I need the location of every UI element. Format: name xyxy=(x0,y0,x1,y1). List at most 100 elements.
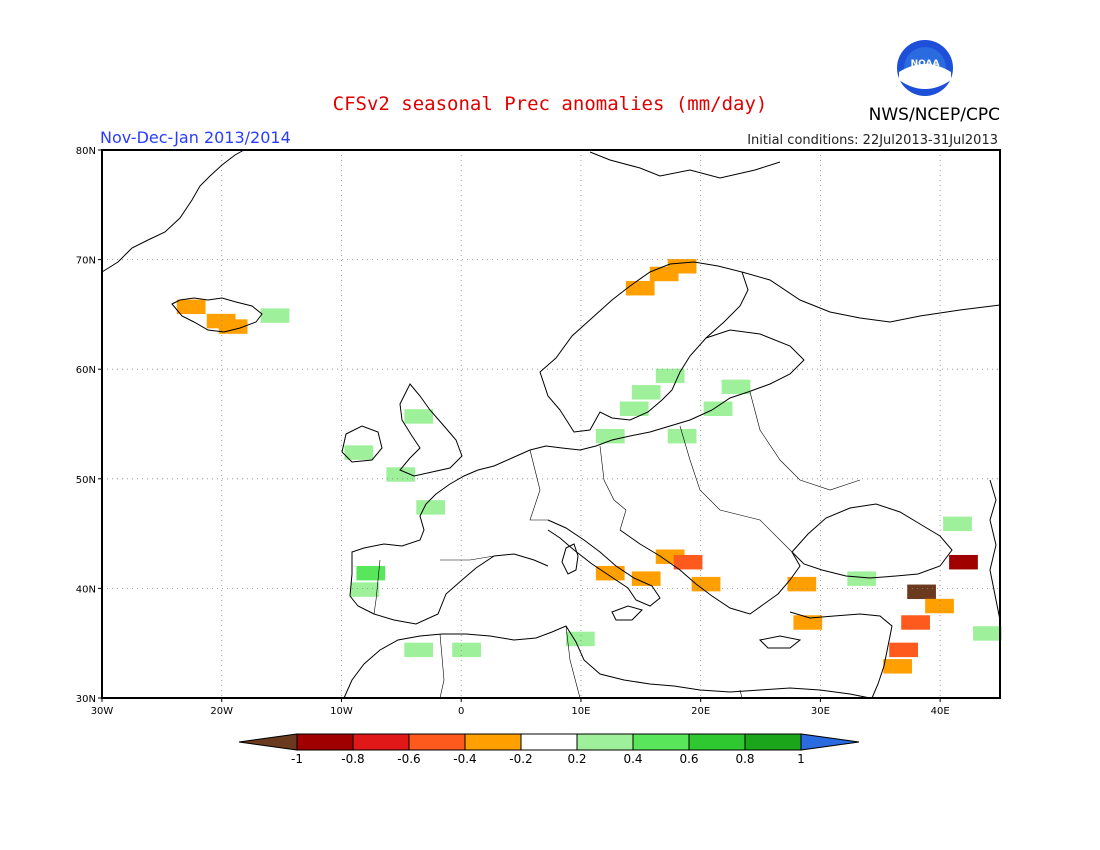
anomaly-cell-13 xyxy=(667,428,697,444)
legend-arrow-right xyxy=(800,733,860,751)
anomaly-cell-22 xyxy=(565,631,595,647)
anomaly-cell-20 xyxy=(404,642,434,658)
lon-tick-label: 20E xyxy=(691,706,710,717)
legend-bin-8 xyxy=(744,733,802,751)
legend-bin-7 xyxy=(688,733,746,751)
anomaly-cell-30 xyxy=(847,571,877,586)
lat-tick-label: 60N xyxy=(76,365,96,376)
border-algeria-tunisia xyxy=(565,625,581,699)
lat-tick-label: 80N xyxy=(76,146,96,157)
legend-label: -0.8 xyxy=(341,752,364,766)
legend-bin-6 xyxy=(632,733,690,751)
coastlines xyxy=(101,149,1001,699)
legend-bin-4 xyxy=(520,733,578,751)
legend-label: -1 xyxy=(291,752,303,766)
coast-svalbard xyxy=(589,151,781,179)
legend-arrow-left xyxy=(238,733,298,751)
anomaly-cell-29 xyxy=(793,615,823,630)
coast-sicily xyxy=(611,605,643,621)
anomaly-cell-8 xyxy=(631,385,661,400)
coast-balkans xyxy=(619,529,801,615)
lon-tick-label: 0 xyxy=(458,706,464,717)
anomaly-cell-0 xyxy=(176,299,206,315)
lon-tick-label: 20W xyxy=(210,706,233,717)
lat-tick-label: 40N xyxy=(76,584,96,595)
initial-conditions-label: Initial conditions: 22Jul2013-31Jul2013 xyxy=(747,133,998,148)
anomaly-cell-16 xyxy=(386,467,416,482)
border-spain-france xyxy=(440,555,495,561)
lat-tick-label: 30N xyxy=(76,694,96,705)
legend-label: 0.2 xyxy=(567,752,586,766)
anomaly-cell-36 xyxy=(901,615,930,630)
anomaly-cell-17 xyxy=(416,500,446,515)
lon-tick-label: 10W xyxy=(330,706,353,717)
lat-tick-label: 70N xyxy=(76,256,96,267)
legend-label: 0.4 xyxy=(623,752,642,766)
anomaly-cell-21 xyxy=(452,642,481,658)
legend-bin-1 xyxy=(352,733,410,751)
anomaly-cell-31 xyxy=(943,516,972,532)
coast-turkey-levant xyxy=(789,611,893,699)
anomaly-cell-24 xyxy=(673,554,703,570)
map-background xyxy=(102,150,1000,698)
anomaly-cell-7 xyxy=(655,368,685,384)
anomaly-cell-28 xyxy=(787,576,817,592)
logo-text: NOAA xyxy=(911,59,940,69)
border-germany-poland xyxy=(599,445,627,531)
anomaly-cell-19 xyxy=(350,582,380,597)
coast-ireland xyxy=(341,425,383,463)
anomaly-cell-32 xyxy=(973,626,1002,641)
anomaly-cell-34 xyxy=(949,554,978,570)
anomaly-cell-38 xyxy=(883,659,912,674)
border-russia-west xyxy=(749,391,861,491)
coast-north-africa xyxy=(343,625,871,699)
legend-bin-5 xyxy=(576,733,634,751)
border-spain-portugal xyxy=(373,559,381,615)
map-frame xyxy=(101,149,1001,699)
coast-finland xyxy=(705,329,805,411)
anomaly-cell-33 xyxy=(907,584,936,600)
lon-tick-label: 40E xyxy=(931,706,950,717)
anomaly-cell-10 xyxy=(721,379,751,395)
anomaly-cell-3 xyxy=(260,308,290,323)
map-title: CFSv2 seasonal Prec anomalies (mm/day) xyxy=(333,93,768,115)
anomaly-cell-14 xyxy=(404,409,434,424)
anomaly-cell-15 xyxy=(344,445,374,460)
anomaly-cell-12 xyxy=(595,428,625,444)
lon-tick-label: 10E xyxy=(571,706,590,717)
anomaly-cell-4 xyxy=(625,280,655,296)
noaa-logo-icon: NOAA xyxy=(897,40,953,96)
legend-label: -0.6 xyxy=(397,752,420,766)
coast-western-europe xyxy=(349,409,713,625)
border-poland-ukraine xyxy=(679,425,793,553)
legend-bin-2 xyxy=(408,733,466,751)
legend-label: 0.8 xyxy=(735,752,754,766)
legend-bin-3 xyxy=(464,733,522,751)
anomaly-cell-2 xyxy=(218,319,248,334)
coast-sardinia xyxy=(561,543,579,575)
coast-black-sea xyxy=(791,503,953,579)
border-france-germany xyxy=(529,449,548,521)
coast-scandinavia xyxy=(539,261,749,433)
anomaly-cell-11 xyxy=(703,401,733,416)
anomaly-cell-9 xyxy=(619,401,649,416)
border-algeria-morocco xyxy=(439,633,445,699)
agency-label: NWS/NCEP/CPC xyxy=(869,105,1000,125)
legend-label: 1 xyxy=(797,752,805,766)
legend-bin-0 xyxy=(296,733,354,751)
anomaly-cell-18 xyxy=(356,565,386,581)
map-plot: 30W 20W 10W 0 10E 20E 30E 40E 30N 40N 50N 60N 70N 80N xyxy=(76,146,1002,717)
anomaly-cell-6 xyxy=(667,259,697,274)
coast-greenland xyxy=(101,149,245,273)
lat-tick-label: 50N xyxy=(76,475,96,486)
border-libya-egypt xyxy=(739,689,743,699)
axis-tick-labels: 30W 20W 10W 0 10E 20E 30E 40E 30N 40N 50N 60N 70N 80N xyxy=(76,146,950,717)
anomaly-cell-37 xyxy=(889,642,918,658)
lon-tick-label: 30W xyxy=(91,706,114,717)
coast-italy xyxy=(547,519,661,607)
anomaly-cell-35 xyxy=(925,598,954,614)
coast-iceland xyxy=(171,297,263,333)
coast-caspian xyxy=(989,479,1001,621)
legend-label: -0.2 xyxy=(509,752,532,766)
